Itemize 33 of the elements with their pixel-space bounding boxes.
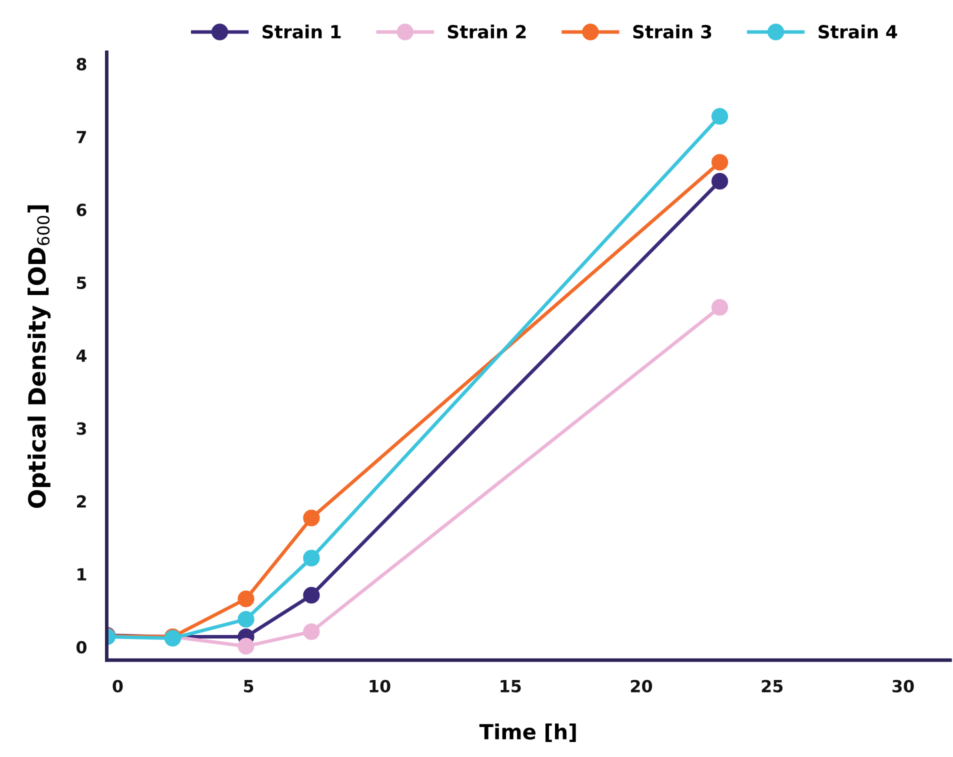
point	[238, 638, 254, 655]
x-tick-label: 10	[370, 680, 390, 692]
point	[303, 550, 320, 566]
legend-label: Strain 4	[818, 24, 898, 39]
x-tick-label: 20	[630, 680, 652, 692]
x-tick-label: 25	[762, 680, 783, 692]
x-tick-label: 5	[244, 680, 254, 692]
point	[711, 154, 728, 171]
y-axis-title: Optical Density [OD$_{600}$]	[28, 205, 51, 508]
y-tick-label: 5	[76, 276, 86, 290]
y-tick-label: 0	[76, 640, 86, 654]
y-tick-label: 6	[76, 204, 86, 216]
y-tick-label: 2	[77, 495, 86, 508]
x-axis-title: Time [h]	[479, 723, 576, 742]
y-tick-label: 7	[76, 130, 86, 144]
point	[711, 299, 728, 316]
point	[303, 510, 320, 526]
x-tick-label: 15	[500, 680, 521, 692]
y-tick-label: 4	[76, 350, 87, 362]
point	[303, 586, 320, 604]
point	[711, 172, 728, 190]
y-tick-label: 1	[78, 568, 86, 580]
legend-label: Strain 3	[633, 24, 712, 39]
point	[711, 108, 728, 125]
y-tick-label: 8	[76, 58, 86, 70]
point	[238, 590, 254, 608]
legend-label: Strain 2	[448, 24, 526, 39]
point	[303, 623, 320, 640]
legend-label: Strain 1	[262, 24, 341, 39]
point	[238, 610, 254, 628]
y-tick-label: 3	[76, 422, 86, 435]
x-tick-label: 0	[112, 680, 123, 692]
x-tick-label: 30	[892, 680, 914, 692]
